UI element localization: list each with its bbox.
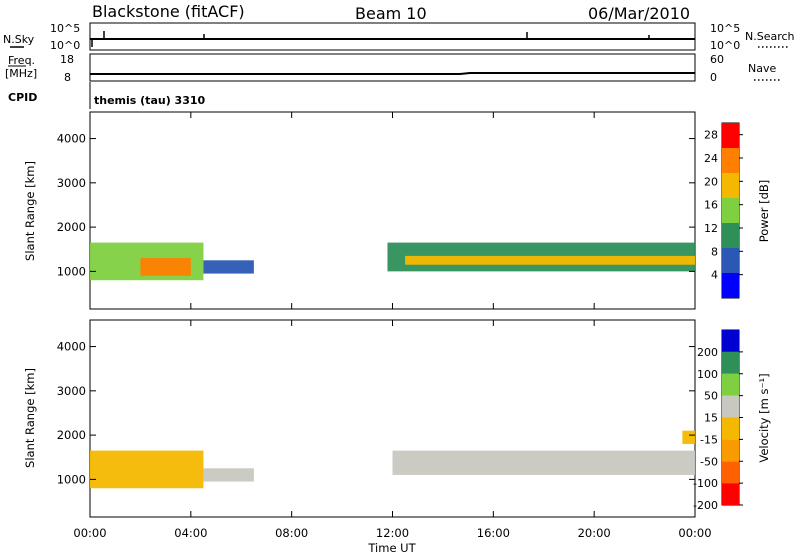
- power-colorbar-swatch: [722, 148, 739, 173]
- power-colorbar-tick-label: 4: [711, 269, 718, 282]
- power-colorbar-tick-label: 8: [711, 245, 718, 258]
- nsky-tick-bottom: 10^0: [50, 39, 80, 52]
- velocity-ylabel: Slant Range [km]: [23, 368, 37, 468]
- velocity-colorbar-tick-label: -50: [700, 455, 718, 468]
- power-region-2: [203, 260, 254, 274]
- freq-panel: [89, 53, 696, 82]
- velocity-ytick-label: 2000: [57, 428, 86, 442]
- power-colorbar-fill: [722, 123, 739, 298]
- power-colorbar-swatch: [722, 173, 739, 198]
- nsky-label: N.Sky: [3, 33, 35, 46]
- x-tick-label: 00:00: [678, 526, 711, 540]
- velocity-panel: 1000 2000 3000 4000 Slant Range [km]: [23, 319, 696, 518]
- power-colorbar-tick-label: 24: [704, 152, 718, 165]
- nave-label: Nave: [748, 62, 776, 75]
- velocity-region-3: [682, 430, 695, 444]
- x-tick-label: 16:00: [477, 526, 510, 540]
- nsky-tick-top: 10^5: [50, 22, 80, 35]
- power-ytick-label: 3000: [57, 176, 86, 190]
- nave-tick-top: 60: [710, 53, 724, 66]
- station-title: Blackstone (fitACF): [92, 2, 245, 21]
- velocity-colorbar-fill: [722, 330, 739, 505]
- velocity-colorbar-tick-label: -15: [700, 433, 718, 446]
- velocity-colorbar-swatch: [722, 330, 739, 352]
- nsky-spikes: [91, 31, 650, 47]
- power-colorbar: 4 8 12 16 20 24 28 Power [dB]: [704, 122, 771, 299]
- velocity-colorbar-tick-label: 15: [704, 412, 718, 425]
- freq-tick-top: 18: [60, 53, 74, 66]
- velocity-colorbar-label: Velocity [m s⁻¹]: [757, 373, 771, 462]
- x-tick-label: 04:00: [174, 526, 207, 540]
- power-ytick-label: 2000: [57, 220, 86, 234]
- power-ytick-label: 1000: [57, 264, 86, 278]
- power-colorbar-tick-label: 20: [704, 175, 718, 188]
- power-data: [89, 112, 696, 309]
- velocity-colorbar-swatch: [722, 417, 739, 440]
- x-tick-label: 12:00: [376, 526, 409, 540]
- power-colorbar-swatch: [722, 248, 739, 273]
- velocity-ytick-label: 1000: [57, 472, 86, 486]
- velocity-region-0: [90, 450, 204, 489]
- power-colorbar-swatch: [722, 223, 739, 248]
- nsearch-label: N.Search: [745, 30, 795, 43]
- nsearch-tick-bottom: 10^0: [710, 39, 740, 52]
- velocity-colorbar: 200 100 50 15 -15 -50 -100 -200 Velocity [m s⁻¹…: [693, 329, 771, 512]
- power-colorbar-ticks: 4 8 12 16 20 24 28: [704, 129, 743, 282]
- power-region-1: [140, 258, 191, 276]
- power-y-ticks: 1000 2000 3000 4000: [57, 132, 695, 278]
- x-tick-label: 00:00: [73, 526, 106, 540]
- velocity-colorbar-swatch: [722, 439, 739, 462]
- velocity-region-1: [203, 468, 254, 482]
- freq-label: Freq.: [8, 54, 35, 67]
- cpid-value: themis (tau) 3310: [94, 94, 206, 107]
- velocity-ytick-label: 3000: [57, 384, 86, 398]
- power-colorbar-swatch: [722, 123, 739, 148]
- x-axis-ticks: 00:00 04:00 08:00 12:00 16:00 20:00 00:00: [73, 526, 711, 540]
- velocity-colorbar-ticks: 200 100 50 15 -15 -50 -100 -200: [693, 346, 743, 512]
- beam-title: Beam 10: [355, 4, 427, 23]
- velocity-data: [89, 320, 696, 517]
- velocity-ytick-label: 4000: [57, 340, 86, 354]
- velocity-colorbar-tick-label: 100: [697, 368, 718, 381]
- power-colorbar-swatch: [722, 273, 739, 298]
- nsearch-tick-top: 10^5: [710, 22, 740, 35]
- cpid-label: CPID: [8, 91, 37, 104]
- power-panel: 1000 2000 3000 4000 Slant Range [km]: [23, 111, 696, 310]
- power-colorbar-tick-label: 16: [704, 199, 718, 212]
- velocity-colorbar-tick-label: -100: [693, 477, 718, 490]
- x-tick-label: 08:00: [275, 526, 308, 540]
- power-colorbar-swatch: [722, 198, 739, 223]
- velocity-colorbar-swatch: [722, 461, 739, 484]
- velocity-colorbar-tick-label: 200: [697, 346, 718, 359]
- nsky-panel: [89, 22, 696, 51]
- velocity-colorbar-swatch: [722, 483, 739, 505]
- velocity-y-ticks: 1000 2000 3000 4000: [57, 340, 695, 486]
- power-ylabel: Slant Range [km]: [23, 161, 37, 261]
- nave-tick-bottom: 0: [710, 71, 717, 84]
- power-colorbar-tick-label: 28: [704, 129, 718, 142]
- freq-tick-bottom: 8: [64, 71, 71, 84]
- power-ytick-label: 4000: [57, 132, 86, 146]
- power-colorbar-tick-label: 12: [704, 222, 718, 235]
- power-colorbar-label: Power [dB]: [757, 180, 771, 243]
- freq-unit-label: [MHz]: [5, 67, 37, 80]
- velocity-colorbar-tick-label: 50: [704, 390, 718, 403]
- power-region-4: [405, 255, 695, 265]
- x-tick-label: 20:00: [578, 526, 611, 540]
- x-axis-label: Time UT: [367, 541, 416, 554]
- freq-trace: [90, 72, 695, 75]
- velocity-colorbar-swatch: [722, 351, 739, 374]
- velocity-region-2: [392, 450, 695, 475]
- date-title: 06/Mar/2010: [588, 4, 690, 23]
- velocity-colorbar-swatch: [722, 395, 739, 418]
- velocity-colorbar-tick-label: -200: [693, 499, 718, 512]
- velocity-colorbar-swatch: [722, 373, 739, 396]
